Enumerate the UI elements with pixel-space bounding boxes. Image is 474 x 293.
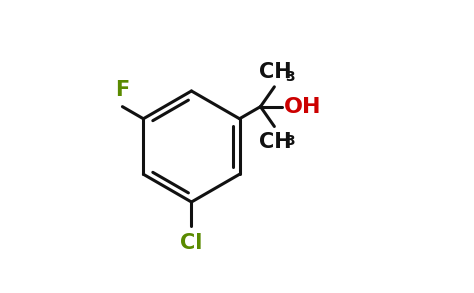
Text: 3: 3: [285, 134, 295, 148]
Text: F: F: [115, 79, 129, 100]
Text: CH: CH: [259, 132, 292, 151]
Text: CH: CH: [259, 62, 292, 82]
Text: Cl: Cl: [180, 233, 203, 253]
Text: OH: OH: [284, 97, 321, 117]
Text: 3: 3: [285, 70, 295, 84]
